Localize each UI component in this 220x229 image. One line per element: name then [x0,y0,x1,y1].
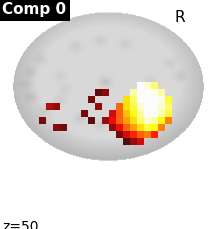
Bar [143,82,150,88]
Bar [150,109,158,117]
Bar [101,117,108,123]
Bar [116,123,123,131]
Bar [108,123,116,131]
Bar [158,95,165,103]
Bar [116,109,123,117]
Bar [123,117,130,123]
Bar [165,117,172,123]
Bar [136,88,143,95]
Bar [81,109,88,117]
Bar [136,82,143,88]
Bar [165,103,172,109]
Bar [158,88,165,95]
Bar [143,109,150,117]
Bar [123,109,130,117]
Bar [88,95,95,103]
Bar [59,123,66,131]
Bar [136,95,143,103]
Bar [130,95,136,103]
Bar [108,117,116,123]
Bar [53,103,59,109]
Text: z=50: z=50 [2,220,38,229]
Bar [150,95,158,103]
Bar [130,137,136,144]
Bar [130,88,136,95]
Bar [150,131,158,137]
Bar [108,109,116,117]
Bar [143,88,150,95]
Bar [130,109,136,117]
Bar [130,123,136,131]
Bar [95,103,101,109]
Bar [143,95,150,103]
Bar [150,82,158,88]
Bar [116,117,123,123]
Bar [123,131,130,137]
Bar [46,103,53,109]
Text: Comp 0: Comp 0 [2,2,66,17]
Bar [165,95,172,103]
Bar [88,117,95,123]
Bar [143,131,150,137]
Bar [136,131,143,137]
Bar [123,123,130,131]
Text: R: R [175,10,186,25]
Bar [130,103,136,109]
Bar [136,123,143,131]
Bar [136,109,143,117]
Bar [165,109,172,117]
Bar [143,117,150,123]
Bar [116,131,123,137]
Bar [150,88,158,95]
Bar [150,123,158,131]
Bar [95,88,101,95]
Bar [136,117,143,123]
Bar [123,95,130,103]
Bar [38,117,46,123]
Bar [143,103,150,109]
Bar [158,117,165,123]
Bar [158,123,165,131]
Bar [158,109,165,117]
Bar [150,117,158,123]
Bar [123,137,130,144]
Bar [116,103,123,109]
Bar [53,123,59,131]
Bar [136,137,143,144]
Bar [123,103,130,109]
Bar [101,88,108,95]
Bar [130,117,136,123]
Bar [136,103,143,109]
Bar [143,123,150,131]
Bar [150,103,158,109]
Bar [130,131,136,137]
Bar [158,103,165,109]
